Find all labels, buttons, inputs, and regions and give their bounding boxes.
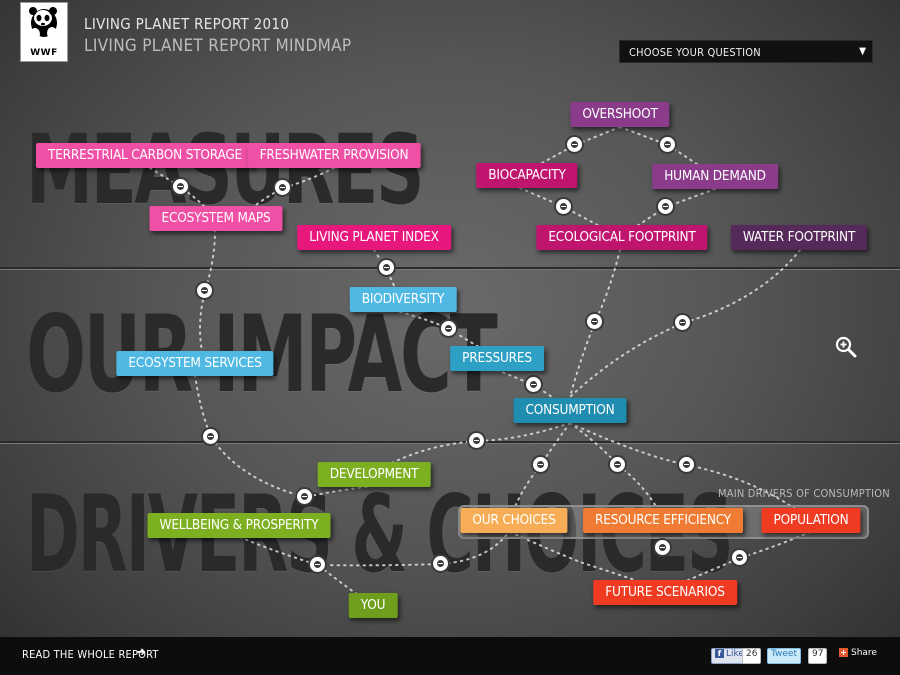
connector-dot[interactable] bbox=[660, 137, 675, 152]
node-resource-efficiency[interactable]: RESOURCE EFFICIENCY bbox=[583, 508, 743, 533]
tweet-button[interactable]: Tweet bbox=[767, 648, 801, 664]
node-terrestrial-carbon-storage[interactable]: TERRESTRIAL CARBON STORAGE bbox=[35, 143, 255, 168]
panda-icon bbox=[29, 7, 57, 40]
connector-dot[interactable] bbox=[310, 557, 325, 572]
node-human-demand[interactable]: HUMAN DEMAND bbox=[652, 164, 778, 189]
arrow-right-icon[interactable]: ➔ bbox=[136, 645, 146, 660]
connector-dot[interactable] bbox=[567, 137, 582, 152]
connector-dot[interactable] bbox=[679, 457, 694, 472]
node-development[interactable]: DEVELOPMENT bbox=[317, 462, 431, 487]
connector-dot[interactable] bbox=[610, 457, 625, 472]
connector-dot[interactable] bbox=[275, 180, 290, 195]
connector-dot[interactable] bbox=[655, 540, 670, 555]
question-select-label: CHOOSE YOUR QUESTION bbox=[629, 46, 761, 59]
connector-dot[interactable] bbox=[297, 489, 312, 504]
node-you[interactable]: YOU bbox=[348, 593, 398, 618]
connector-dot[interactable] bbox=[732, 550, 747, 565]
node-overshoot[interactable]: OVERSHOOT bbox=[570, 102, 670, 127]
connector-dot[interactable] bbox=[441, 321, 456, 336]
connector-dot[interactable] bbox=[469, 433, 484, 448]
node-ecosystem-services[interactable]: ECOSYSTEM SERVICES bbox=[116, 351, 274, 376]
page-title: LIVING PLANET REPORT MINDMAP bbox=[84, 36, 352, 56]
node-our-choices[interactable]: OUR CHOICES bbox=[460, 508, 568, 533]
node-water-footprint[interactable]: WATER FOOTPRINT bbox=[730, 225, 868, 250]
band-divider-top bbox=[0, 267, 900, 269]
node-living-planet-index[interactable]: LIVING PLANET INDEX bbox=[297, 225, 451, 250]
node-ecological-footprint[interactable]: ECOLOGICAL FOOTPRINT bbox=[536, 225, 708, 250]
header: WWF LIVING PLANET REPORT 2010 LIVING PLA… bbox=[0, 0, 900, 80]
share-label: Share bbox=[851, 648, 877, 658]
node-ecosystem-maps[interactable]: ECOSYSTEM MAPS bbox=[149, 206, 283, 231]
node-consumption[interactable]: CONSUMPTION bbox=[513, 398, 627, 423]
connector-dot[interactable] bbox=[173, 179, 188, 194]
question-select[interactable]: CHOOSE YOUR QUESTION ▼ bbox=[619, 40, 873, 63]
node-biodiversity[interactable]: BIODIVERSITY bbox=[349, 287, 457, 312]
logo-text: WWF bbox=[30, 48, 58, 58]
connector-dot[interactable] bbox=[526, 377, 541, 392]
footer: READ THE WHOLE REPORT ➔ f Like 26 Tweet 9… bbox=[0, 637, 900, 675]
node-freshwater-provision[interactable]: FRESHWATER PROVISION bbox=[247, 143, 421, 168]
node-biocapacity[interactable]: BIOCAPACITY bbox=[476, 163, 578, 188]
node-future-scenarios[interactable]: FUTURE SCENARIOS bbox=[593, 580, 737, 605]
read-whole-report-link[interactable]: READ THE WHOLE REPORT bbox=[22, 648, 159, 661]
share-button[interactable]: + Share bbox=[836, 648, 880, 662]
section-measures: MEASURES bbox=[26, 114, 424, 226]
connector-dot[interactable] bbox=[587, 314, 602, 329]
connector-dot[interactable] bbox=[533, 457, 548, 472]
tweet-label: Tweet bbox=[771, 649, 797, 659]
connector-dot[interactable] bbox=[379, 260, 394, 275]
like-label: Like bbox=[726, 649, 744, 659]
connector-dot[interactable] bbox=[197, 283, 212, 298]
like-count: 26 bbox=[742, 648, 762, 664]
share-icon: + bbox=[839, 648, 848, 657]
connector-dot[interactable] bbox=[658, 199, 673, 214]
drivers-group-title: MAIN DRIVERS OF CONSUMPTION bbox=[718, 487, 890, 500]
zoom-in-icon[interactable] bbox=[835, 336, 857, 358]
report-title: LIVING PLANET REPORT 2010 bbox=[84, 15, 290, 33]
tweet-count: 97 bbox=[808, 648, 828, 664]
node-pressures[interactable]: PRESSURES bbox=[450, 346, 544, 371]
connector-dot[interactable] bbox=[203, 429, 218, 444]
node-wellbeing-prosperity[interactable]: WELLBEING & PROSPERITY bbox=[147, 513, 331, 538]
connector-dot[interactable] bbox=[675, 315, 690, 330]
wwf-logo[interactable]: WWF bbox=[20, 2, 68, 62]
chevron-down-icon: ▼ bbox=[859, 46, 866, 57]
connector-dot[interactable] bbox=[433, 556, 448, 571]
node-population[interactable]: POPULATION bbox=[761, 508, 861, 533]
band-divider-bottom bbox=[0, 441, 900, 443]
connector-dot[interactable] bbox=[556, 199, 571, 214]
facebook-icon: f bbox=[715, 649, 724, 658]
section-drivers-choices: DRIVERS & CHOICES bbox=[26, 473, 734, 596]
